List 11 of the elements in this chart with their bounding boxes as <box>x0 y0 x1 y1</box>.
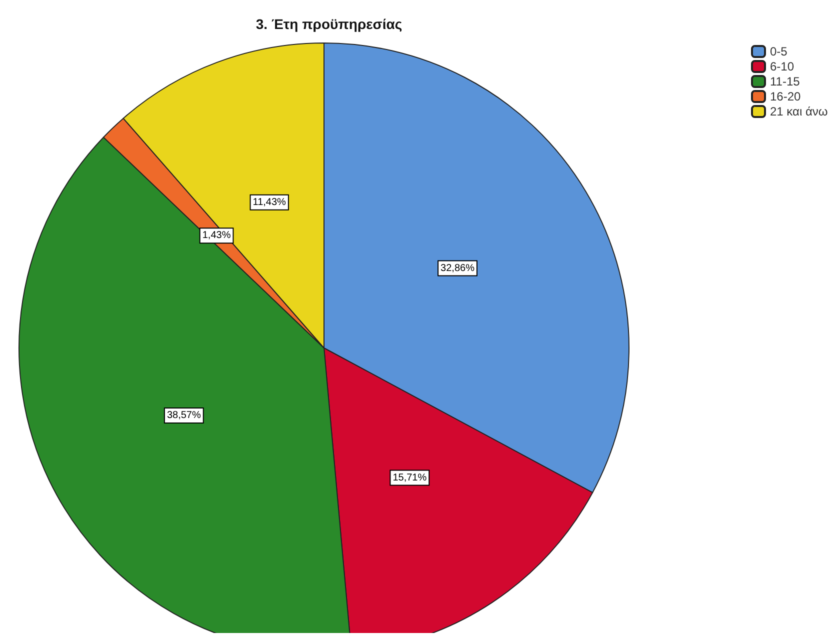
data-label: 38,57% <box>166 410 201 421</box>
data-label: 1,43% <box>202 230 231 242</box>
legend-label: 16-20 <box>770 90 802 104</box>
chart-title: 3. Έτη προϋπηρεσίας <box>256 16 402 32</box>
legend-label: 11-15 <box>770 74 800 88</box>
data-label: 32,86% <box>440 262 475 274</box>
data-label: 11,43% <box>252 196 286 208</box>
legend-label: 0-5 <box>770 44 788 58</box>
legend-label: 21 και άνω <box>770 104 828 118</box>
data-label: 15,71% <box>392 472 427 484</box>
legend-label: 6-10 <box>770 60 794 74</box>
